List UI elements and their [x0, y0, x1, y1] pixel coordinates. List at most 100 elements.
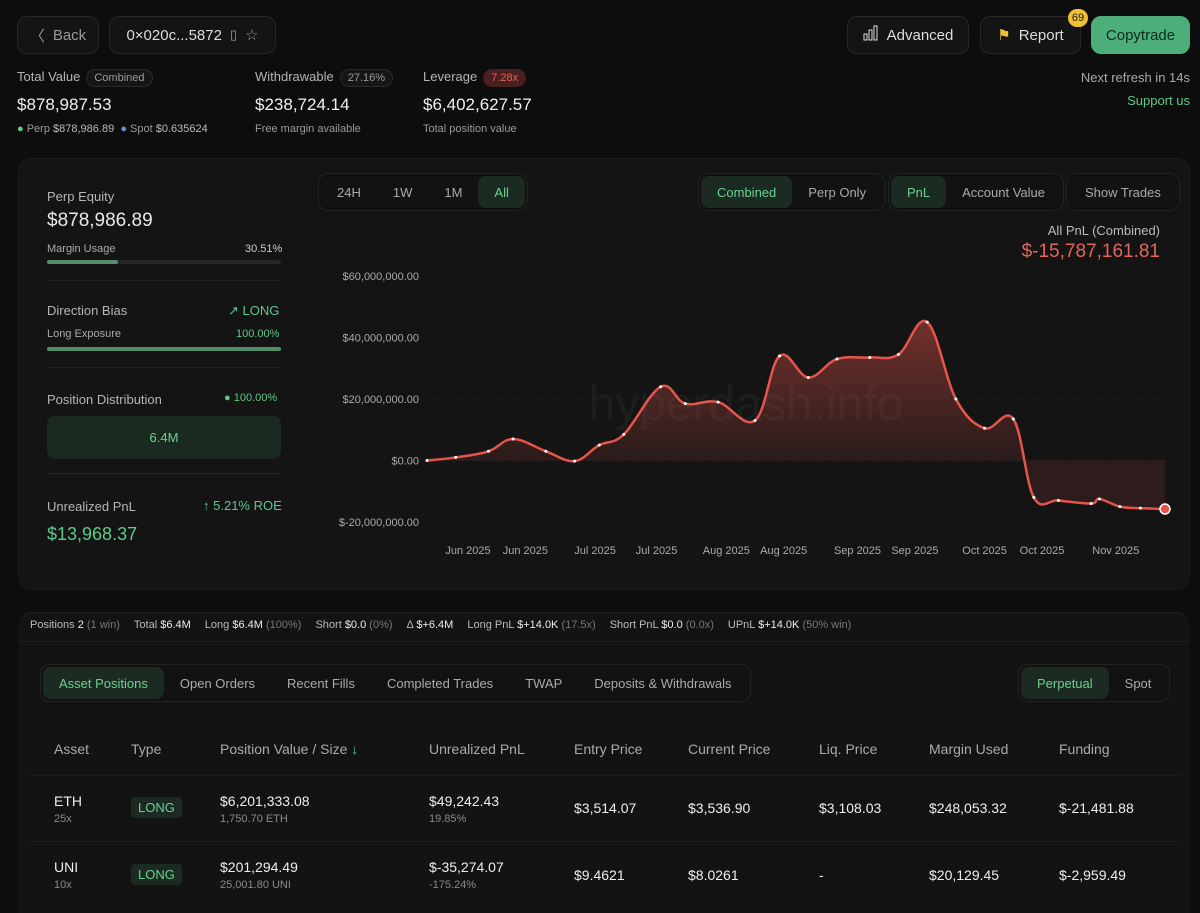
flag-icon: ⚑: [997, 27, 1011, 44]
pnl-point: [1138, 506, 1142, 510]
pnl-point: [1089, 502, 1093, 506]
pnl-area: [427, 320, 1165, 510]
positions-tabs: Asset Positions Open Orders Recent Fills…: [40, 664, 751, 702]
col-unrealized-pnl[interactable]: Unrealized PnL: [429, 741, 525, 757]
tab-completed-trades[interactable]: Completed Trades: [386, 675, 494, 691]
col-margin-used[interactable]: Margin Used: [929, 741, 1009, 757]
mode-combined[interactable]: Combined: [701, 176, 793, 208]
report-button[interactable]: ⚑ Report: [980, 16, 1081, 54]
current-pnl-point: [1159, 503, 1171, 515]
margin-used: $248,053.32: [929, 800, 1007, 816]
leverage-label: Leverage: [423, 69, 478, 84]
pnl-point: [778, 354, 782, 358]
pnl-point: [716, 400, 720, 404]
leverage-value: $6,402,627.57: [423, 95, 532, 114]
tab-open-orders[interactable]: Open Orders: [179, 675, 256, 691]
col-liq-price[interactable]: Liq. Price: [819, 741, 878, 757]
leverage-sub: Total position value: [423, 123, 517, 135]
y-tick-label: $20,000,000.00: [343, 394, 419, 406]
col-entry-price[interactable]: Entry Price: [574, 741, 643, 757]
entry-price: $3,514.07: [574, 800, 637, 816]
metric-account-value[interactable]: Account Value: [962, 184, 1046, 200]
copytrade-button[interactable]: Copytrade: [1091, 16, 1190, 54]
margin-used: $20,129.45: [929, 867, 1000, 883]
leverage-badge: 7.28x: [483, 69, 527, 87]
funding: $-21,481.88: [1059, 800, 1134, 816]
unrealized-pnl: $49,242.43: [429, 793, 500, 809]
col-funding[interactable]: Funding: [1059, 741, 1110, 757]
refresh-text: Next refresh in 14s: [1080, 70, 1190, 85]
current-price: $8.0261: [688, 867, 739, 883]
liq-price: $3,108.03: [819, 800, 882, 816]
range-24h[interactable]: 24H: [337, 184, 361, 200]
pnl-point: [1032, 495, 1036, 499]
perp-value: $878,986.89: [53, 123, 115, 135]
x-tick-label: Oct 2025: [1020, 545, 1065, 557]
y-tick-label: $60,000,000.00: [343, 271, 419, 283]
asset-leverage: 25x: [54, 813, 72, 825]
withdrawable-label: Withdrawable: [255, 69, 334, 84]
position-distribution-label: Position Distribution: [47, 392, 162, 407]
range-all[interactable]: All: [478, 176, 525, 208]
direction-value: LONG: [242, 303, 280, 318]
col-asset[interactable]: Asset: [54, 741, 90, 757]
pnl-point: [897, 352, 900, 356]
distribution-bar[interactable]: 6.4M: [47, 416, 281, 459]
tab-asset-positions[interactable]: Asset Positions: [43, 667, 164, 699]
range-1w[interactable]: 1W: [392, 184, 413, 200]
x-tick-label: Jul 2025: [636, 545, 678, 557]
col-position-value[interactable]: Position Value / Size ↓: [220, 741, 359, 757]
tab-deposits-withdrawals[interactable]: Deposits & Withdrawals: [594, 675, 732, 691]
tab-spot[interactable]: Spot: [1124, 675, 1152, 691]
margin-usage-value: 30.51%: [245, 243, 283, 255]
copy-icon[interactable]: ▯: [229, 27, 238, 42]
withdrawable-value: $238,724.14: [255, 95, 350, 114]
pnl-point: [835, 357, 839, 361]
back-label: Back: [52, 26, 87, 44]
total-value-stat: Total Value Combined $878,987.53 ● Perp $…: [17, 69, 208, 135]
positions-summary-bar: Positions 2 (1 win) Total $6.4M Long $6.…: [30, 619, 852, 631]
withdrawable-sub: Free margin available: [255, 123, 361, 135]
sort-down-icon: ↓: [351, 741, 359, 757]
tab-twap[interactable]: TWAP: [525, 675, 563, 691]
star-icon[interactable]: ☆: [245, 27, 259, 44]
mode-perp-only[interactable]: Perp Only: [808, 184, 867, 200]
current-price: $3,536.90: [688, 800, 751, 816]
long-exposure-value: 100.00%: [236, 328, 280, 340]
tab-perpetual[interactable]: Perpetual: [1021, 667, 1109, 699]
position-size: 25,001.80 UNI: [220, 879, 291, 891]
pnl-point: [659, 385, 663, 389]
pnl-point: [511, 437, 515, 441]
advanced-button[interactable]: Advanced: [847, 16, 969, 54]
x-tick-label: Sep 2025: [834, 545, 881, 557]
roe-value: 5.21% ROE: [213, 498, 282, 513]
col-type[interactable]: Type: [131, 741, 162, 757]
spot-label: Spot: [130, 123, 153, 135]
liq-price: -: [819, 867, 824, 883]
entry-price: $9.4621: [574, 867, 625, 883]
unrealized-pnl: $-35,274.07: [429, 859, 504, 875]
withdrawable-stat: Withdrawable 27.16% $238,724.14 Free marg…: [255, 69, 394, 135]
direction-bias-label: Direction Bias: [47, 303, 128, 318]
perp-equity-section: Perp Equity $878,986.89: [47, 189, 153, 232]
support-link[interactable]: Support us: [1127, 93, 1190, 108]
long-exposure-bar: [47, 347, 281, 351]
report-label: Report: [1018, 26, 1064, 44]
type-badge: LONG: [131, 797, 182, 818]
range-1m[interactable]: 1M: [444, 184, 463, 200]
range-selector: 24H 1W 1M All: [318, 173, 528, 211]
show-trades-button[interactable]: Show Trades: [1066, 173, 1180, 211]
pnl-point: [925, 320, 929, 324]
tab-recent-fills[interactable]: Recent Fills: [287, 675, 355, 691]
pnl-point: [683, 402, 687, 406]
unrealized-pnl-pct: -175.24%: [429, 879, 477, 891]
pnl-point: [1118, 505, 1122, 509]
pnl-point: [425, 459, 429, 462]
col-current-price[interactable]: Current Price: [688, 741, 771, 757]
long-exposure-fill: [47, 347, 281, 351]
metric-pnl[interactable]: PnL: [891, 176, 947, 208]
dot-icon: ●: [224, 392, 231, 404]
back-button[interactable]: 〈 Back: [17, 16, 99, 54]
pnl-point: [573, 459, 577, 463]
